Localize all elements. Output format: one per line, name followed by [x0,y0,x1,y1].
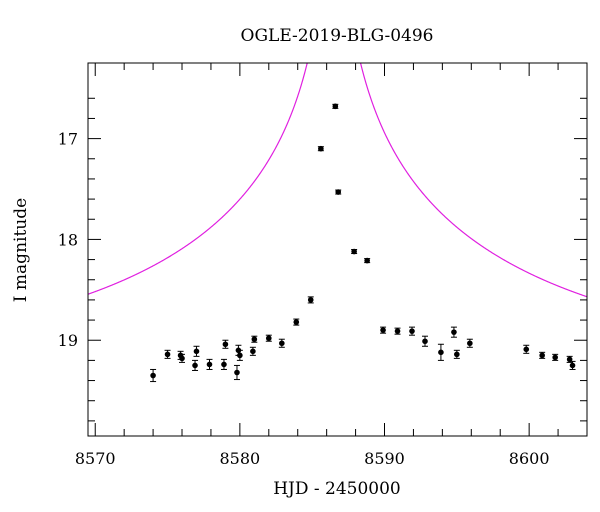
data-marker [438,349,444,356]
data-point [332,103,339,110]
data-point [569,360,576,370]
axis-ticks [88,63,588,436]
data-marker [318,145,324,152]
data-point [394,327,401,335]
data-point [437,343,444,361]
data-point [249,346,256,356]
x-tick-label: 8580 [220,449,261,468]
data-point [265,334,272,342]
data-point [422,335,429,347]
data-point [364,257,371,264]
data-marker [193,348,200,355]
data-point [523,344,530,354]
data-marker [332,103,339,110]
data-point [408,326,415,336]
y-tick-label: 17 [58,130,78,149]
data-marker [467,340,473,347]
data-marker [237,352,243,359]
data-marker [307,297,314,303]
x-axis-label: HJD - 2450000 [273,479,401,499]
data-marker [279,340,285,347]
data-marker [351,248,357,255]
data-point [453,349,460,359]
data-marker [451,329,457,335]
data-point [251,335,258,343]
chart-title: OGLE-2019-BLG-0496 [241,26,434,46]
axis-tick-labels: 8570 8580 8590 8600 17 18 19 [58,130,550,468]
data-marker [454,351,460,358]
x-tick-label: 8600 [509,449,550,468]
data-point [222,339,229,349]
data-point [317,145,324,152]
data-point [539,351,546,359]
model-curve-layer [88,63,587,298]
data-marker [539,352,545,359]
data-point [233,364,240,381]
data-marker [250,348,256,355]
data-marker [380,327,386,333]
data-marker [179,355,185,362]
data-marker [422,338,428,345]
data-point [351,248,358,255]
data-marker [206,361,213,368]
data-point [206,358,213,370]
model-curve [88,63,587,298]
data-marker [222,341,229,348]
y-tick-label: 19 [58,331,78,350]
data-point [552,353,559,361]
data-point [307,296,314,304]
data-point [193,345,200,357]
data-point [164,349,171,359]
data-marker [221,361,227,368]
y-axis-label: I magnitude [11,198,31,302]
data-marker [293,319,300,325]
data-marker [364,257,370,264]
data-point [466,338,473,348]
data-marker [409,328,415,334]
x-tick-label: 8590 [364,449,405,468]
data-marker [150,372,156,379]
data-marker [569,362,576,369]
data-marker [335,189,342,195]
data-point [335,189,342,195]
data-point [192,359,199,371]
data-marker [265,335,272,342]
data-point [236,349,243,361]
data-point [179,353,186,363]
data-marker [164,351,171,358]
data-marker [552,354,558,361]
data-marker [234,369,240,376]
data-marker [394,328,401,334]
plot-frame [87,62,588,437]
y-tick-label: 18 [58,230,78,249]
data-point [293,318,300,326]
data-marker [251,336,258,343]
data-point [150,368,157,383]
x-tick-label: 8570 [75,449,116,468]
data-point [450,326,457,338]
data-point [278,338,285,348]
data-point [220,358,227,370]
data-points-layer [150,103,576,383]
data-point [380,326,387,334]
data-marker [523,346,530,353]
data-marker [192,362,198,369]
data-marker [566,356,573,363]
